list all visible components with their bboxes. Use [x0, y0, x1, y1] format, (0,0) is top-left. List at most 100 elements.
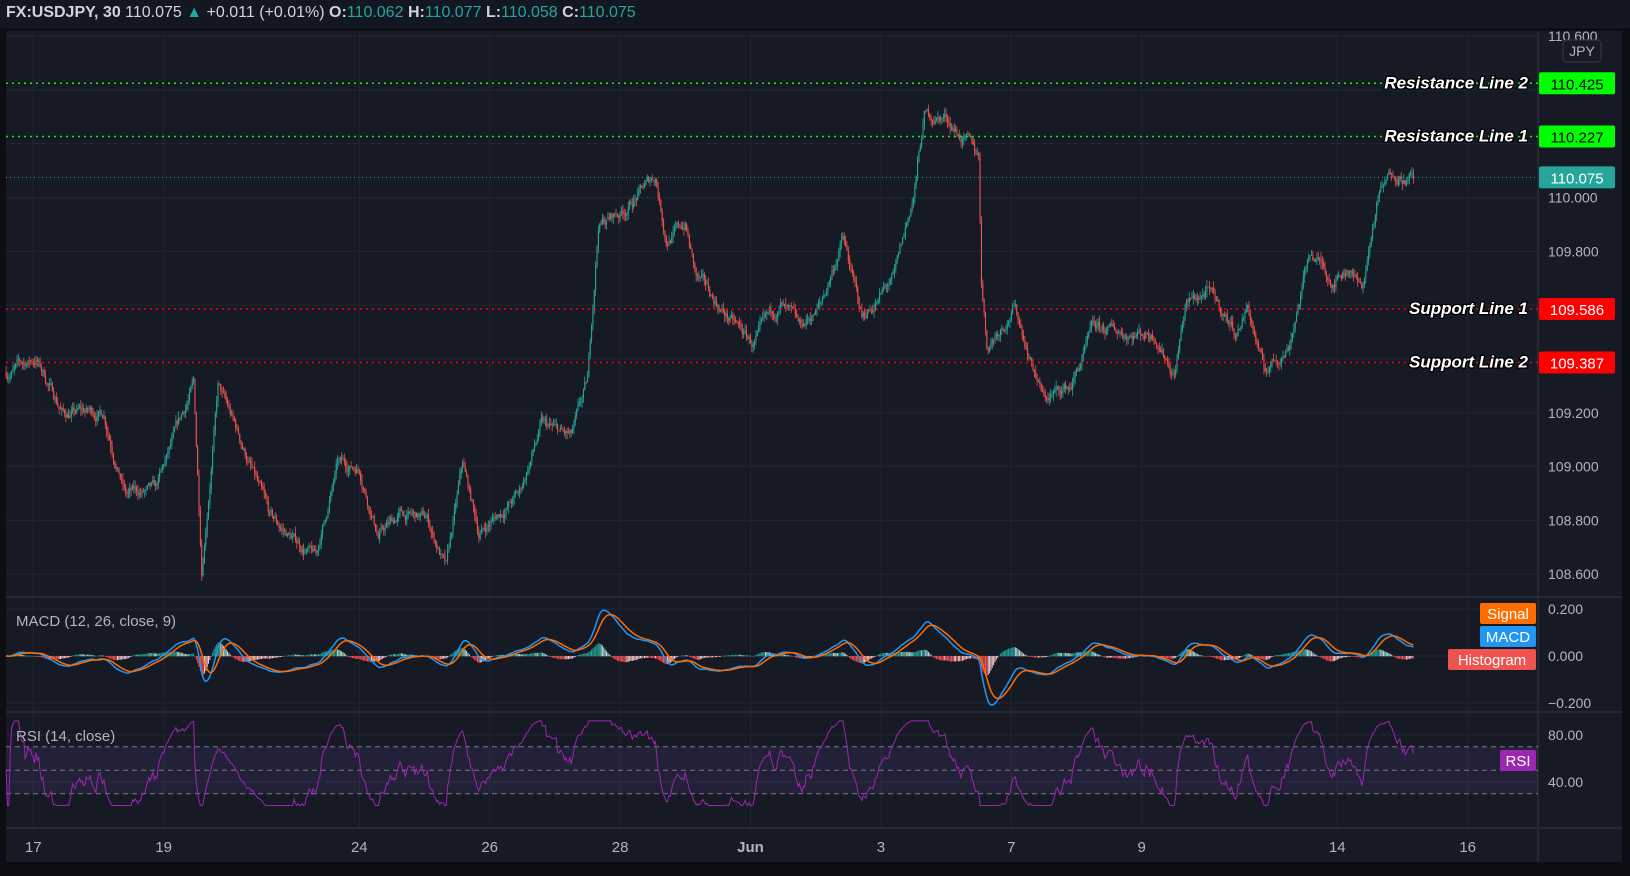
candle-body [1335, 279, 1337, 288]
histogram-bar [710, 656, 712, 658]
histogram-bar [1378, 649, 1380, 657]
histogram-bar [963, 656, 965, 661]
histogram-bar [463, 648, 465, 657]
histogram-bar [1097, 654, 1099, 657]
candle-body [1229, 321, 1231, 325]
candle-body [717, 305, 719, 311]
histogram-bar [1036, 656, 1038, 658]
macd-title: MACD (12, 26, close, 9) [16, 613, 176, 630]
candle-body [877, 298, 879, 304]
candle-body [832, 270, 834, 272]
candle-body [922, 124, 924, 140]
histogram-bar [739, 654, 741, 657]
histogram-bar [172, 651, 174, 657]
candle-body [155, 484, 157, 486]
histogram-bar [1407, 656, 1409, 660]
histogram-bar [396, 653, 398, 657]
histogram-bar [453, 651, 455, 657]
candle-body [235, 420, 237, 429]
histogram-bar [986, 656, 988, 676]
candle-body [889, 279, 891, 285]
currency-button[interactable] [1562, 39, 1602, 63]
candle-body [1041, 390, 1044, 392]
histogram-bar [70, 656, 72, 657]
low-label: L: [485, 4, 502, 21]
candle-body [1336, 275, 1338, 280]
candle-body [718, 310, 720, 311]
histogram-bar [1266, 656, 1268, 660]
resistance-price-label: 110.227 [1550, 130, 1603, 147]
candle-body [967, 134, 969, 135]
histogram-bar [574, 656, 576, 658]
candle-body [134, 487, 136, 489]
candle-body [908, 215, 910, 218]
candle-body [114, 460, 116, 468]
candle-body [28, 360, 30, 362]
candle-body [888, 284, 890, 287]
candle-body [1355, 274, 1357, 277]
histogram-bar [232, 656, 234, 658]
candle-body [226, 400, 229, 406]
histogram-bar [1305, 649, 1307, 657]
histogram-bar [908, 652, 910, 657]
histogram-bar [483, 656, 485, 661]
histogram-bar [675, 656, 677, 658]
candle-body [778, 307, 780, 313]
histogram-bar [312, 654, 314, 657]
candle-body [266, 497, 268, 502]
candle-body [528, 466, 530, 472]
candle-body [410, 511, 412, 513]
histogram-bar [691, 656, 693, 658]
candle-body [1359, 280, 1361, 283]
candle-body [243, 448, 245, 450]
histogram-bar [1044, 656, 1046, 658]
histogram-bar [1092, 651, 1094, 657]
histogram-bar [24, 655, 26, 657]
histogram-bar [589, 650, 591, 657]
candle-body [97, 411, 100, 416]
candle-body [739, 322, 741, 324]
candle-body [510, 502, 512, 504]
candle-body [1249, 314, 1251, 320]
candle-body [603, 219, 605, 224]
histogram-bar [1066, 653, 1068, 657]
candle-body [792, 306, 794, 308]
time-axis-tick: 9 [1138, 839, 1146, 856]
histogram-bar [1067, 653, 1069, 657]
candle-body [146, 485, 148, 489]
histogram-bar [1243, 655, 1245, 657]
candle-body [153, 480, 155, 486]
candle-body [1029, 357, 1031, 360]
histogram-bar [754, 655, 756, 657]
candle-body [186, 405, 188, 410]
candle-body [828, 281, 830, 285]
histogram-bar [474, 656, 476, 660]
histogram-bar [1088, 651, 1090, 657]
histogram-bar [578, 654, 580, 657]
symbol-label[interactable]: FX:USDJPY, 30 [6, 4, 121, 21]
histogram-bar [1032, 656, 1034, 658]
candle-body [1323, 263, 1325, 267]
candle-body [471, 499, 473, 501]
histogram-bar [542, 652, 544, 657]
candle-body [421, 510, 423, 514]
histogram-bar [437, 656, 439, 660]
candle-body [574, 416, 576, 423]
histogram-bar [1052, 654, 1054, 657]
candle-body [1040, 384, 1042, 391]
candle-body [140, 493, 142, 495]
histogram-bar [384, 656, 386, 658]
histogram-bar [748, 655, 750, 657]
candle-body [456, 493, 458, 504]
candle-body [1344, 274, 1346, 276]
candle-body [1065, 384, 1067, 389]
candle-body [258, 480, 260, 483]
histogram-bar [853, 656, 855, 661]
candle-body [385, 523, 388, 528]
candle-body [1214, 292, 1216, 299]
candle-body [713, 297, 715, 304]
histogram-bar [648, 656, 650, 658]
candle-body [611, 213, 613, 219]
candle-body [445, 560, 447, 562]
